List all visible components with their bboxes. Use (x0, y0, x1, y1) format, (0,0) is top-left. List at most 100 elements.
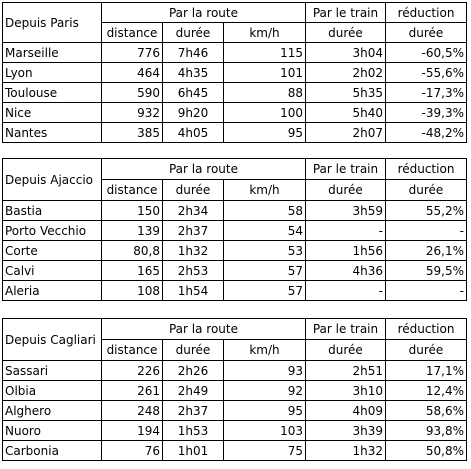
row-reduction: -48,2% (385, 122, 467, 143)
table-row: Nice 932 9h20 100 5h40 -39,3% (2, 102, 467, 123)
header-kmh: km/h (223, 339, 306, 361)
header-kmh: km/h (223, 179, 306, 201)
table-paris: Depuis Paris Par la route Par le train r… (2, 2, 467, 143)
row-reduction: 58,6% (385, 400, 467, 421)
row-city: Toulouse (2, 82, 102, 103)
row-distance: 80,8 (101, 240, 163, 261)
table-row: Olbia 261 2h49 92 3h10 12,4% (2, 380, 467, 401)
row-kmh: 54 (223, 220, 306, 241)
row-city: Calvi (2, 260, 102, 281)
row-duree-train: 2h07 (305, 122, 386, 143)
table-row: Bastia 150 2h34 58 3h59 55,2% (2, 200, 467, 221)
row-distance: 150 (101, 200, 163, 221)
row-reduction: 26,1% (385, 240, 467, 261)
row-distance: 776 (101, 42, 163, 63)
row-kmh: 115 (223, 42, 306, 63)
table-row: Nantes 385 4h05 95 2h07 -48,2% (2, 122, 467, 143)
row-kmh: 88 (223, 82, 306, 103)
row-kmh: 58 (223, 200, 306, 221)
row-duree-train: 5h40 (305, 102, 386, 123)
header-distance: distance (101, 22, 163, 43)
row-kmh: 57 (223, 280, 306, 301)
row-reduction: - (385, 280, 467, 301)
row-city: Sassari (2, 360, 102, 381)
row-reduction: 50,8% (385, 440, 467, 461)
row-duree-route: 1h01 (162, 440, 224, 461)
row-distance: 248 (101, 400, 163, 421)
row-duree-route: 2h53 (162, 260, 224, 281)
table-row: Alghero 248 2h37 95 4h09 58,6% (2, 400, 467, 421)
row-reduction: 17,1% (385, 360, 467, 381)
row-duree-train: 5h35 (305, 82, 386, 103)
row-distance: 165 (101, 260, 163, 281)
table-row: Calvi 165 2h53 57 4h36 59,5% (2, 260, 467, 281)
row-kmh: 103 (223, 420, 306, 441)
table-ajaccio: Depuis Ajaccio Par la route Par le train… (2, 158, 467, 301)
row-reduction: 93,8% (385, 420, 467, 441)
header-train: Par le train (305, 318, 386, 340)
header-duree: durée (305, 22, 386, 43)
row-kmh: 101 (223, 62, 306, 83)
row-reduction: -55,6% (385, 62, 467, 83)
row-city: Marseille (2, 42, 102, 63)
header-train: Par le train (305, 158, 386, 180)
table-title: Depuis Cagliari (2, 318, 102, 361)
header-reduction: réduction (385, 318, 467, 340)
row-duree-route: 4h35 (162, 62, 224, 83)
header-duree: durée (162, 179, 224, 201)
header-duree: durée (305, 339, 386, 361)
row-duree-train: 1h56 (305, 240, 386, 261)
row-distance: 76 (101, 440, 163, 461)
row-distance: 590 (101, 82, 163, 103)
row-city: Olbia (2, 380, 102, 401)
row-kmh: 53 (223, 240, 306, 261)
row-distance: 139 (101, 220, 163, 241)
row-city: Carbonia (2, 440, 102, 461)
row-duree-train: 1h32 (305, 440, 386, 461)
row-distance: 108 (101, 280, 163, 301)
table-row: Aleria 108 1h54 57- - (2, 280, 467, 301)
row-kmh: 92 (223, 380, 306, 401)
row-duree-train: - (305, 220, 386, 241)
row-duree-train: - (305, 280, 386, 301)
header-reduction: réduction (385, 2, 467, 23)
row-reduction: -17,3% (385, 82, 467, 103)
table-title: Depuis Ajaccio (2, 158, 102, 201)
row-duree-train: 4h36 (305, 260, 386, 281)
row-duree-route: 2h26 (162, 360, 224, 381)
table-row: Carbonia 76 1h01 75 1h32 50,8% (2, 440, 467, 461)
row-city: Bastia (2, 200, 102, 221)
row-kmh: 57 (223, 260, 306, 281)
header-road: Par la route (101, 318, 306, 340)
row-duree-route: 2h37 (162, 400, 224, 421)
table-row: Porto Vecchio 139 2h37 54- - (2, 220, 467, 241)
row-kmh: 93 (223, 360, 306, 381)
row-city: Aleria (2, 280, 102, 301)
row-kmh: 100 (223, 102, 306, 123)
row-city: Lyon (2, 62, 102, 83)
row-distance: 464 (101, 62, 163, 83)
row-duree-train: 2h51 (305, 360, 386, 381)
header-duree: durée (385, 22, 467, 43)
row-duree-train: 2h02 (305, 62, 386, 83)
row-city: Nantes (2, 122, 102, 143)
row-duree-train: 3h10 (305, 380, 386, 401)
row-kmh: 95 (223, 400, 306, 421)
table-cagliari: Depuis Cagliari Par la route Par le trai… (2, 318, 467, 461)
table-row: Marseille 776 7h46 115 3h04 -60,5% (2, 42, 467, 63)
row-distance: 194 (101, 420, 163, 441)
table-row: Corte 80,8 1h32 53 1h56 26,1% (2, 240, 467, 261)
row-kmh: 75 (223, 440, 306, 461)
row-reduction: -39,3% (385, 102, 467, 123)
row-reduction: 12,4% (385, 380, 467, 401)
row-duree-route: 1h54 (162, 280, 224, 301)
row-duree-route: 4h05 (162, 122, 224, 143)
row-reduction: 59,5% (385, 260, 467, 281)
row-distance: 385 (101, 122, 163, 143)
row-city: Corte (2, 240, 102, 261)
row-duree-train: 3h59 (305, 200, 386, 221)
table-row: Lyon 464 4h35 101 2h02 -55,6% (2, 62, 467, 83)
header-train: Par le train (305, 2, 386, 23)
row-reduction: 55,2% (385, 200, 467, 221)
row-duree-route: 1h53 (162, 420, 224, 441)
